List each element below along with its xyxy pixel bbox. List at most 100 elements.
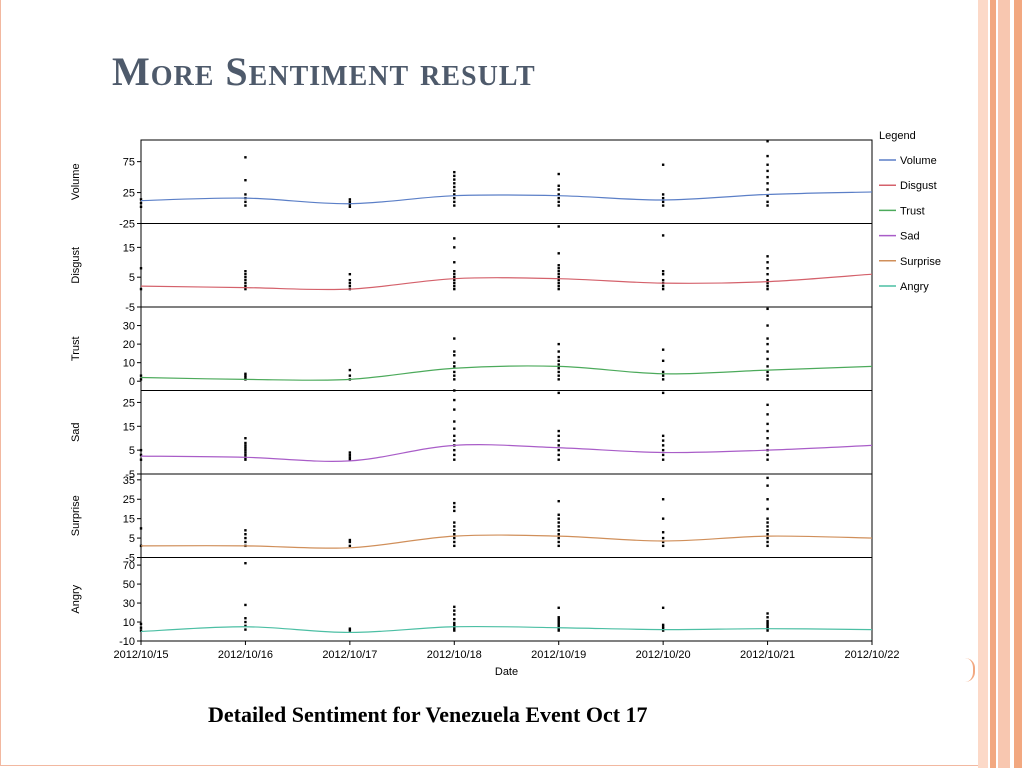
- data-point: [244, 204, 247, 207]
- data-point: [244, 372, 247, 375]
- data-point: [453, 629, 456, 632]
- data-point: [766, 437, 769, 440]
- data-point: [661, 378, 665, 381]
- data-point: [557, 252, 560, 255]
- data-point: [766, 255, 769, 258]
- data-point: [557, 225, 560, 228]
- data-point: [557, 350, 560, 353]
- data-point: [661, 278, 665, 282]
- legend-title: Legend: [879, 130, 916, 142]
- data-point: [661, 627, 665, 630]
- data-point: [766, 444, 769, 447]
- series-line-trust: [140, 365, 873, 381]
- data-point: [557, 448, 560, 452]
- data-point: [766, 175, 769, 179]
- series-line-surprise: [140, 534, 873, 549]
- data-point: [557, 204, 560, 207]
- data-point: [557, 434, 560, 438]
- data-point: [348, 281, 352, 285]
- panel-frame: [140, 223, 873, 308]
- data-point: [348, 205, 352, 208]
- data-point: [557, 363, 560, 366]
- data-point: [766, 621, 769, 625]
- data-point: [453, 453, 456, 457]
- data-point: [766, 623, 769, 627]
- data-point: [766, 370, 769, 374]
- data-point: [766, 194, 769, 197]
- data-point: [766, 307, 769, 311]
- data-point: [661, 625, 665, 628]
- data-point: [453, 261, 456, 264]
- data-point: [244, 270, 247, 273]
- data-point: [766, 532, 769, 536]
- data-point: [453, 189, 456, 192]
- data-point: [766, 350, 769, 353]
- data-point: [348, 368, 352, 372]
- data-point: [139, 201, 143, 205]
- data-point: [661, 374, 665, 377]
- data-point: [766, 200, 769, 204]
- data-point: [766, 284, 769, 288]
- data-point: [244, 284, 247, 288]
- data-point: [244, 200, 247, 204]
- data-point: [557, 370, 560, 374]
- data-point: [139, 267, 143, 270]
- data-point: [348, 540, 352, 544]
- data-point: [766, 529, 769, 532]
- data-point: [557, 517, 560, 520]
- data-point: [244, 444, 247, 447]
- data-point: [244, 156, 247, 159]
- data-point: [557, 617, 560, 621]
- y-tick-label: 15: [123, 514, 135, 526]
- data-point: [661, 544, 665, 548]
- data-point: [766, 498, 769, 501]
- data-point: [766, 272, 769, 276]
- data-point: [766, 525, 769, 528]
- y-tick-label: -25: [119, 219, 135, 231]
- data-point: [348, 198, 352, 201]
- data-point: [244, 376, 247, 379]
- data-point: [453, 458, 456, 461]
- data-point: [766, 267, 769, 270]
- data-point: [453, 605, 456, 609]
- data-point: [139, 622, 143, 626]
- y-tick-label: 5: [129, 445, 135, 457]
- data-point: [557, 270, 560, 273]
- data-point: [766, 169, 769, 173]
- data-point: [766, 287, 769, 291]
- data-point: [557, 287, 560, 291]
- data-point: [766, 140, 769, 143]
- data-point: [766, 422, 769, 426]
- data-point: [244, 437, 247, 440]
- data-point: [244, 441, 247, 445]
- data-point: [557, 284, 560, 288]
- data-point: [557, 172, 560, 176]
- data-point: [244, 624, 247, 628]
- data-point: [661, 434, 665, 438]
- data-point: [766, 476, 769, 480]
- data-point: [453, 505, 456, 509]
- y-axis-label: Volume: [70, 163, 82, 200]
- data-point: [453, 284, 456, 288]
- data-point: [139, 527, 143, 530]
- data-point: [453, 617, 456, 621]
- data-point: [557, 359, 560, 363]
- data-point: [244, 446, 247, 449]
- data-point: [766, 629, 769, 632]
- series-line-volume: [140, 191, 873, 205]
- data-point: [766, 540, 769, 544]
- data-point: [661, 359, 665, 363]
- data-point: [244, 448, 247, 452]
- panel-frame: [140, 306, 873, 391]
- data-point: [453, 521, 456, 524]
- data-point: [453, 185, 456, 189]
- stripe: [990, 0, 996, 768]
- slide-frame: [0, 0, 984, 766]
- data-point: [661, 204, 665, 207]
- data-point: [453, 609, 456, 612]
- data-point: [661, 540, 665, 544]
- data-point: [766, 154, 769, 158]
- y-tick-label: -5: [125, 469, 135, 481]
- x-tick-label: 2012/10/16: [218, 649, 273, 661]
- data-point: [453, 193, 456, 196]
